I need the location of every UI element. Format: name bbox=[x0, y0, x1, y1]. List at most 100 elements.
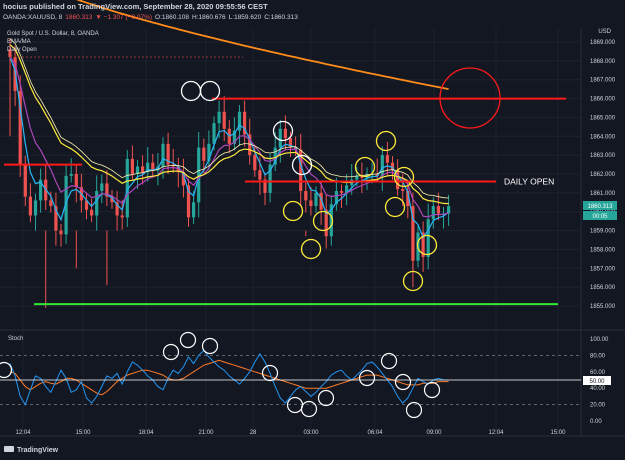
time-axis[interactable]: 12:04 15:00 18:04 21:00 28 03:00 06:04 09:00 12:… bbox=[15, 430, 566, 436]
candle-body bbox=[202, 147, 206, 161]
stoch-k-line bbox=[9, 349, 449, 406]
stoch-extreme-marker bbox=[380, 352, 398, 370]
candle-body bbox=[309, 200, 313, 207]
candle-body bbox=[329, 204, 333, 237]
candle-body bbox=[18, 91, 22, 165]
last-price: 1860.313 bbox=[65, 14, 92, 21]
candle-body bbox=[222, 111, 226, 129]
stoch-value-tag: 50.00 bbox=[589, 379, 605, 385]
last-price-tag-bg bbox=[583, 201, 617, 210]
stoch-extreme-marker bbox=[317, 389, 335, 407]
candle-body bbox=[23, 164, 27, 197]
candle-body bbox=[360, 175, 364, 178]
candle-body bbox=[431, 206, 435, 220]
candle-body bbox=[100, 183, 104, 191]
candle-body bbox=[28, 196, 32, 216]
currency-label: USD bbox=[598, 29, 611, 35]
candle-body bbox=[135, 166, 140, 174]
swing-low-marker bbox=[300, 238, 322, 260]
price-tick-label: 1869.000 bbox=[590, 40, 616, 46]
candle-body bbox=[212, 123, 216, 144]
price-tick-label: 1867.000 bbox=[590, 78, 616, 84]
time-tick-label: 21:00 bbox=[198, 430, 214, 436]
swing-low-marker bbox=[354, 156, 376, 178]
swing-low-marker bbox=[402, 270, 424, 292]
ema-fast-line bbox=[9, 56, 449, 239]
price-axis[interactable]: 1869.000 1868.000 1867.000 1866.000 1865.000… bbox=[590, 40, 616, 310]
candle-body bbox=[181, 172, 185, 186]
price-tick-label: 1856.000 bbox=[590, 285, 616, 291]
candle-body bbox=[33, 200, 38, 216]
time-tick-label: 12:04 bbox=[15, 430, 31, 436]
candle-body bbox=[385, 155, 389, 163]
stoch-extreme-marker bbox=[179, 331, 197, 349]
stoch-pane-grid bbox=[0, 354, 581, 406]
price-tick-label: 1858.000 bbox=[590, 247, 616, 253]
stoch-extreme-marker bbox=[162, 343, 180, 361]
legend-daily-open[interactable]: Daily Open bbox=[7, 47, 37, 53]
candle-body bbox=[64, 175, 68, 235]
countdown-tag-bg bbox=[583, 211, 617, 220]
candle-body bbox=[141, 166, 145, 173]
stoch-extreme-marker bbox=[394, 373, 412, 391]
stoch-tick-label: 80.00 bbox=[590, 353, 606, 359]
stoch-tick-label: 40.00 bbox=[590, 386, 606, 392]
candle-body bbox=[268, 164, 272, 193]
candle-body bbox=[426, 219, 430, 257]
price-tick-label: 1865.000 bbox=[590, 115, 616, 121]
candle-body bbox=[59, 230, 63, 235]
candle-body bbox=[263, 179, 267, 193]
candle-body bbox=[243, 111, 247, 135]
target-circle bbox=[439, 67, 501, 129]
swing-low-marker bbox=[393, 166, 415, 188]
legend-title[interactable]: Gold Spot / U.S. Dollar, 8, OANDA bbox=[7, 31, 99, 37]
candle-body bbox=[447, 206, 451, 214]
candle-body bbox=[253, 155, 257, 171]
candle-body bbox=[278, 128, 282, 148]
stoch-extreme-marker bbox=[358, 369, 376, 387]
candle-body bbox=[237, 111, 242, 131]
candle-body bbox=[110, 196, 114, 203]
candle-body bbox=[105, 183, 109, 197]
time-tick-label: 28 bbox=[250, 430, 257, 436]
daily-open-label: DAILY OPEN bbox=[504, 177, 554, 187]
candle-body bbox=[258, 170, 262, 180]
stoch-axis[interactable]: 100.00 80.00 60.00 40.00 20.00 0.00 bbox=[590, 337, 609, 425]
candle-body bbox=[192, 202, 196, 218]
candle-body bbox=[125, 158, 129, 218]
candle-body bbox=[161, 143, 165, 167]
stoch-extreme-marker bbox=[261, 364, 279, 382]
stoch-extreme-marker bbox=[0, 361, 13, 379]
candle-body bbox=[39, 179, 43, 201]
stoch-tick-label: 20.00 bbox=[590, 403, 606, 409]
stoch-extreme-marker bbox=[423, 381, 441, 399]
candle-body bbox=[84, 200, 89, 210]
candle-body bbox=[217, 111, 221, 124]
candle-body bbox=[151, 162, 155, 171]
candle-body bbox=[390, 162, 395, 171]
time-tick-label: 06:04 bbox=[367, 430, 383, 436]
swing-high-marker bbox=[291, 154, 313, 176]
candle-body bbox=[273, 147, 277, 165]
candle-body bbox=[248, 134, 252, 156]
low-value: L:1859.620 bbox=[229, 14, 262, 21]
footer-logo-text: TradingView bbox=[17, 447, 59, 454]
ma-slow-line-2 bbox=[9, 38, 449, 199]
candle-body bbox=[304, 190, 308, 201]
time-tick-label: 15:00 bbox=[75, 430, 91, 436]
ohlc-line: OANDA:XAUUSD, 8 1860.313 ▼ −1.307 (−0.07%)… bbox=[3, 14, 298, 21]
price-tick-label: 1855.000 bbox=[590, 304, 616, 310]
candle-body bbox=[49, 200, 53, 207]
high-value: H:1860.676 bbox=[192, 14, 226, 21]
swing-high-marker bbox=[199, 80, 221, 102]
candle-body bbox=[319, 192, 323, 210]
candle-body bbox=[299, 149, 303, 191]
candle-body bbox=[375, 174, 379, 176]
candle-body bbox=[436, 206, 440, 214]
candle-body bbox=[197, 147, 201, 203]
candle-body bbox=[232, 130, 236, 144]
stoch-legend[interactable]: Stoch bbox=[8, 336, 23, 342]
legend-ema-ma[interactable]: EMA/MA bbox=[7, 39, 31, 45]
